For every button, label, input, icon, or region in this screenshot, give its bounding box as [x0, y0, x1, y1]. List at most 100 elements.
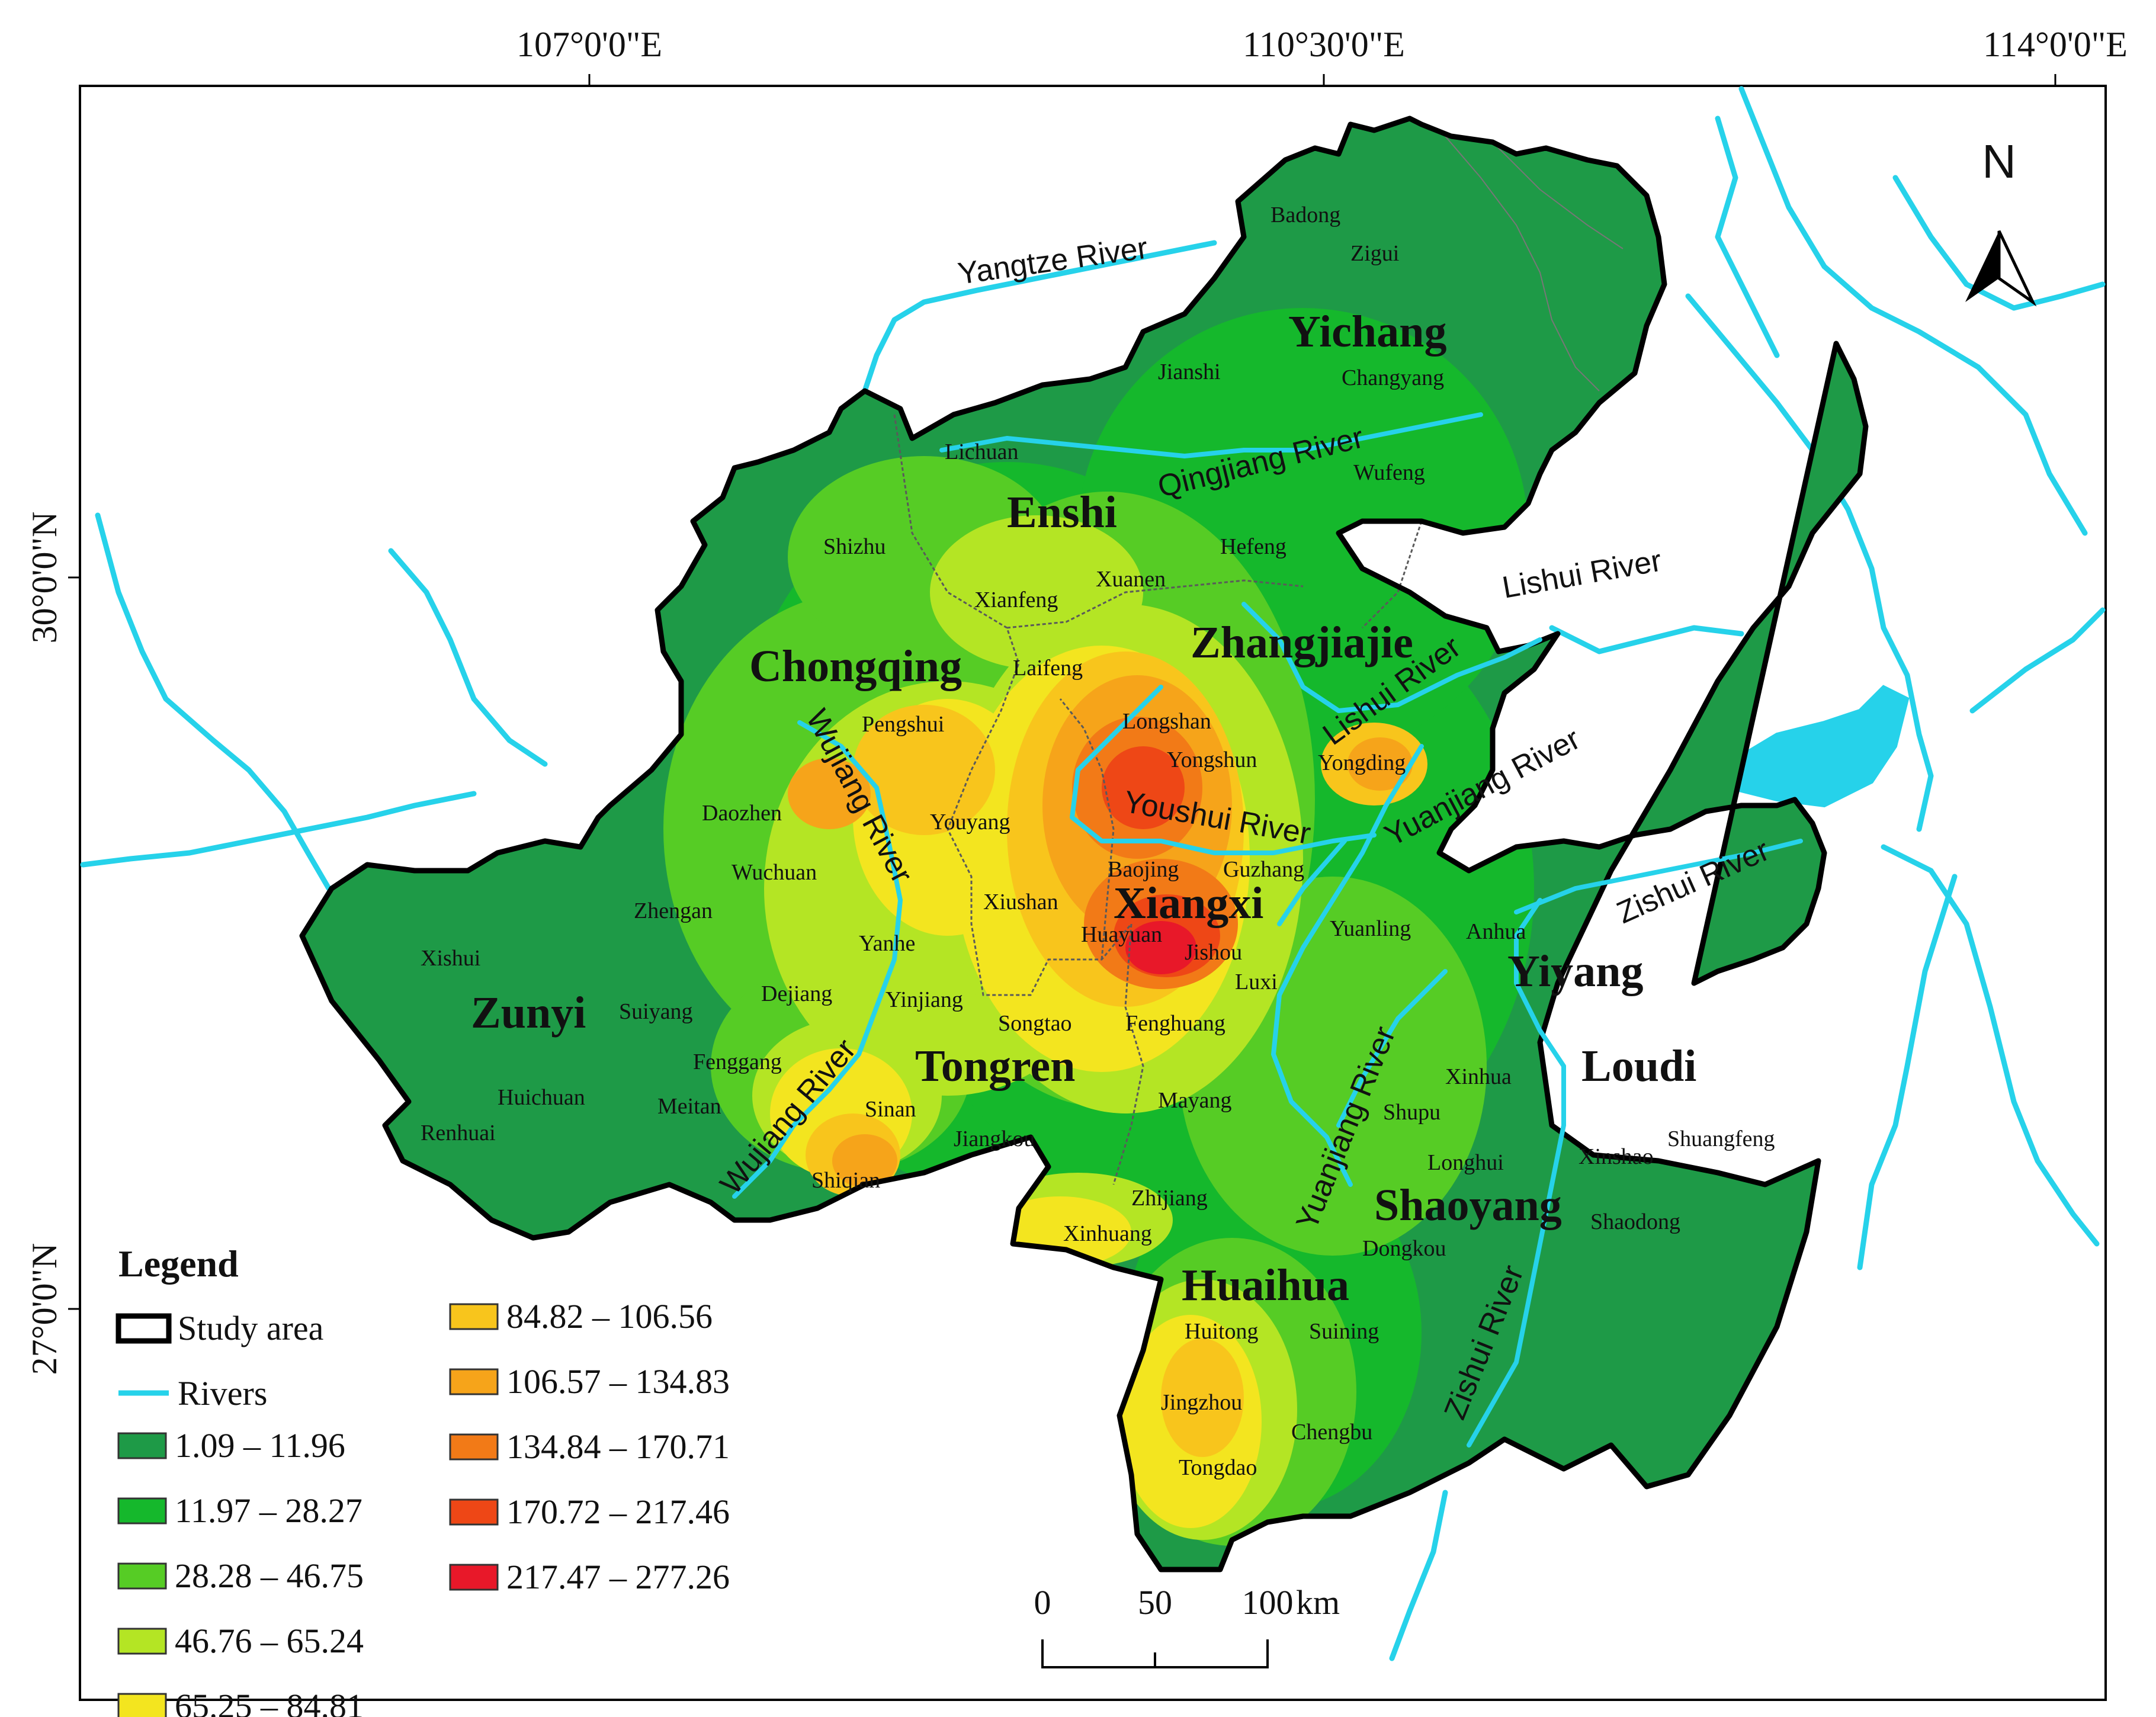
- longitude-label-114: 114°0'0"E: [1983, 25, 2128, 64]
- legend-label-class: 11.97 – 28.27: [175, 1491, 362, 1530]
- legend-label-class: 28.28 – 46.75: [175, 1556, 364, 1595]
- region-label: Xiangxi: [1114, 878, 1263, 928]
- county-label: Xiushan: [983, 890, 1058, 914]
- county-label: Huichuan: [498, 1085, 585, 1110]
- county-label: Tongdao: [1179, 1455, 1257, 1480]
- county-label: Dongkou: [1362, 1236, 1446, 1261]
- county-label: Meitan: [657, 1094, 721, 1119]
- county-label: Yongding: [1318, 750, 1406, 775]
- county-label: Badong: [1270, 203, 1340, 227]
- county-label: Longshan: [1122, 709, 1211, 734]
- county-label: Xianfeng: [974, 588, 1058, 612]
- region-label: Huaihua: [1182, 1260, 1349, 1310]
- county-label: Xuanen: [1096, 567, 1166, 592]
- county-label: Songtao: [998, 1011, 1072, 1036]
- legend-swatch-class: [117, 1432, 167, 1459]
- county-label: Fenggang: [693, 1050, 782, 1074]
- county-label: Yanhe: [859, 931, 915, 956]
- legend-label-class: 65.25 – 84.81: [175, 1687, 364, 1717]
- region-label: Shaoyang: [1374, 1180, 1562, 1230]
- county-label: Shuangfeng: [1667, 1127, 1775, 1151]
- county-label: Xinhuang: [1063, 1221, 1152, 1246]
- county-label: Shizhu: [823, 534, 886, 559]
- county-label: Dejiang: [761, 981, 832, 1006]
- county-label: Suiyang: [619, 999, 693, 1024]
- county-label: Renhuai: [421, 1121, 496, 1145]
- external-rivers: [80, 86, 2106, 1661]
- legend-swatch-class: [117, 1693, 167, 1717]
- county-label: Laifeng: [1013, 656, 1083, 681]
- legend-label-study-area: Study area: [178, 1309, 323, 1347]
- region-label: Zunyi: [471, 988, 586, 1038]
- legend-swatch-class: [449, 1498, 499, 1526]
- legend-swatch-class: [449, 1564, 499, 1591]
- region-label: Enshi: [1007, 487, 1117, 537]
- dongting-lake: [1715, 685, 1910, 808]
- county-label: Zigui: [1350, 241, 1399, 266]
- scale-label-100: 100: [1242, 1583, 1294, 1622]
- county-label: Xishui: [421, 946, 480, 971]
- county-label: Anhua: [1466, 919, 1526, 944]
- region-label: Zhangjiajie: [1191, 618, 1413, 667]
- legend-title: Legend: [118, 1243, 239, 1285]
- county-label: Yuanling: [1330, 916, 1411, 941]
- county-boundaries: [893, 414, 1423, 1185]
- county-label: Jianshi: [1158, 360, 1221, 384]
- legend-label-class: 84.82 – 106.56: [506, 1297, 713, 1336]
- lake-area-outline: [1445, 136, 1624, 391]
- region-label: Tongren: [915, 1041, 1075, 1091]
- county-label: Yongshun: [1167, 747, 1257, 772]
- county-label: Pengshui: [862, 712, 944, 737]
- legend-swatch-class: [449, 1433, 499, 1461]
- county-label: Fenghuang: [1125, 1011, 1225, 1036]
- county-label: Luxi: [1235, 970, 1278, 994]
- county-label: Sinan: [865, 1097, 916, 1122]
- county-label: Longhui: [1427, 1150, 1504, 1175]
- county-label: Guzhang: [1223, 857, 1304, 882]
- county-label: Lichuan: [945, 439, 1019, 464]
- legend-swatch-class: [449, 1303, 499, 1330]
- county-label: Jishou: [1185, 940, 1242, 965]
- north-label: N: [1982, 135, 2016, 188]
- county-label: Hefeng: [1220, 534, 1286, 559]
- county-label: Jingzhou: [1161, 1390, 1242, 1415]
- legend-swatch-study-area: [116, 1313, 172, 1344]
- legend-swatch-class: [449, 1368, 499, 1395]
- legend-label-class: 170.72 – 217.46: [506, 1493, 730, 1531]
- legend-classes: 1.09 – 11.96 11.97 – 28.27 28.28 – 46.75 46…: [117, 1297, 730, 1717]
- county-label: Huayuan: [1081, 922, 1162, 947]
- county-label: Daozhen: [702, 801, 782, 826]
- internal-rivers: [732, 412, 1803, 1448]
- county-label: Zhengan: [634, 898, 713, 923]
- legend-swatch-class: [117, 1497, 167, 1525]
- legend-label-class: 106.57 – 134.83: [506, 1362, 730, 1401]
- north-arrow-icon: [1965, 230, 2037, 307]
- legend-swatch-class: [117, 1562, 167, 1590]
- county-labels: Badong Zigui Jianshi Changyang Lichuan W…: [421, 203, 1775, 1480]
- scale-bar: 0 50 100 km: [1034, 1583, 1340, 1668]
- region-labels: Yichang Enshi Chongqing Zhangjiajie Xian…: [471, 307, 1696, 1310]
- county-label: Suining: [1309, 1319, 1379, 1344]
- region-label: Loudi: [1581, 1041, 1696, 1091]
- county-label: Zhijiang: [1131, 1186, 1208, 1211]
- county-label: Baojing: [1108, 857, 1179, 882]
- scale-label-0: 0: [1034, 1583, 1051, 1622]
- county-label: Changyang: [1342, 365, 1444, 390]
- legend-label-class: 46.76 – 65.24: [175, 1622, 364, 1660]
- county-label: Xinhua: [1445, 1064, 1512, 1089]
- legend-label-class: 1.09 – 11.96: [175, 1426, 345, 1465]
- region-label: Chongqing: [749, 641, 962, 691]
- county-label: Mayang: [1158, 1088, 1232, 1113]
- scale-unit: km: [1296, 1583, 1340, 1622]
- longitude-label-107: 107°0'0"E: [516, 25, 662, 64]
- latitude-label-27: 27°0'0"N: [25, 1243, 64, 1375]
- legend-label-class: 217.47 – 277.26: [506, 1558, 730, 1596]
- scale-label-50: 50: [1138, 1583, 1172, 1622]
- county-label: Chengbu: [1291, 1420, 1372, 1445]
- region-label: Yiyang: [1507, 946, 1643, 996]
- legend-swatch-class: [117, 1628, 167, 1655]
- legend: Legend Study area Rivers 1.09 – 11.96 11.…: [116, 1243, 730, 1717]
- latitude-label-30: 30°0'0"N: [25, 512, 64, 644]
- county-label: Huitong: [1185, 1319, 1259, 1344]
